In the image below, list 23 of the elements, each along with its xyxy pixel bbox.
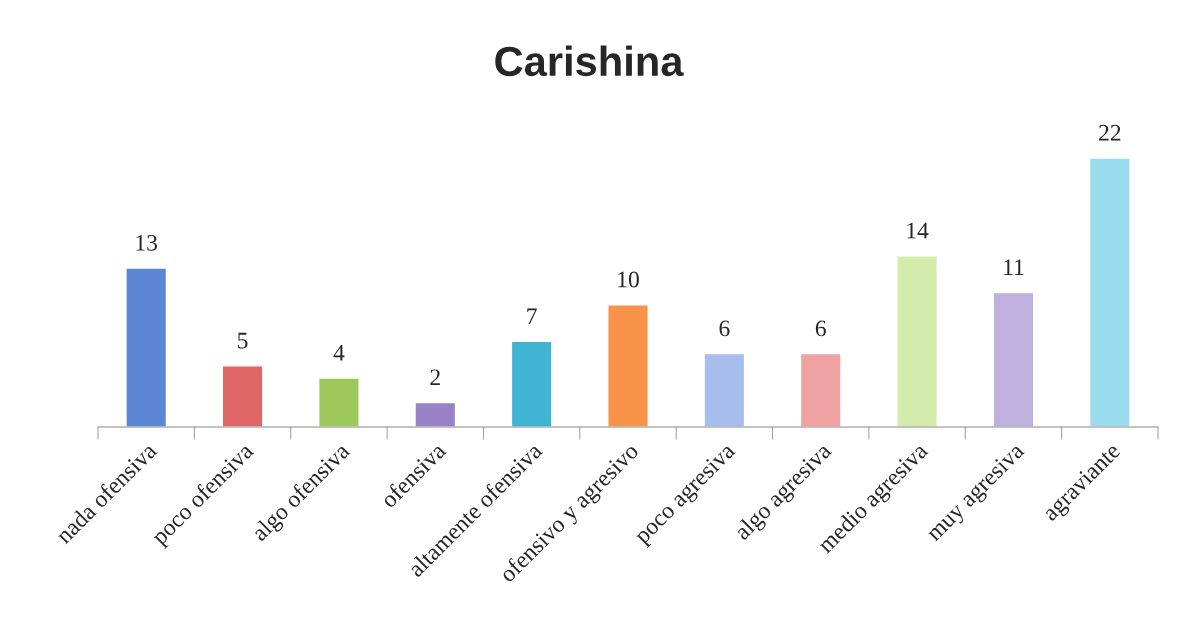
data-label: 6 [815, 320, 826, 337]
data-label: 4 [333, 345, 345, 361]
bar [221, 365, 264, 427]
bar [317, 377, 360, 427]
chart-title: Carishina [495, 45, 684, 77]
bar [125, 267, 168, 427]
data-label: 22 [1099, 124, 1121, 141]
data-label: 13 [136, 234, 158, 251]
bar [799, 352, 842, 427]
bar [607, 304, 649, 427]
data-label: 11 [1004, 259, 1024, 275]
data-label: 2 [430, 369, 440, 386]
bar [510, 340, 553, 427]
data-label: 6 [719, 320, 730, 337]
bar [414, 401, 457, 427]
bar [896, 255, 939, 427]
bar [703, 352, 746, 427]
bar [992, 291, 1035, 427]
data-label: 14 [907, 222, 929, 239]
bar [1088, 157, 1131, 427]
data-label: 7 [527, 308, 537, 324]
data-label: 10 [618, 271, 639, 288]
data-label: 5 [238, 332, 248, 349]
